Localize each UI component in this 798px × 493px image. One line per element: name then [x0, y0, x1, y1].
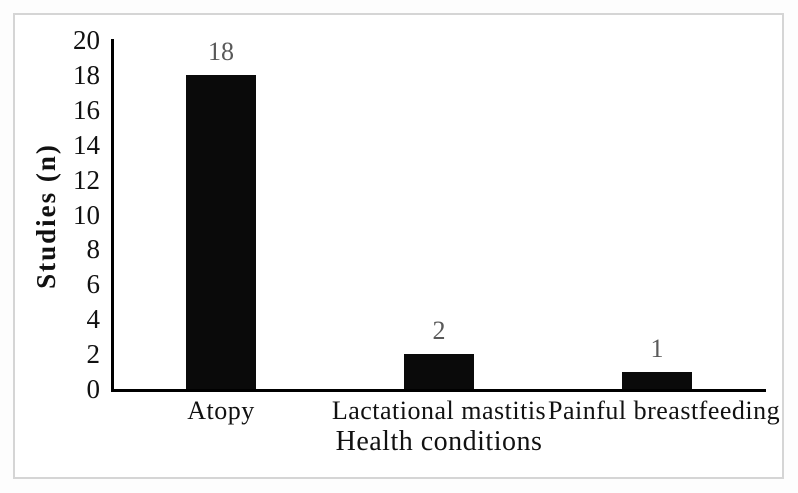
y-axis-line	[111, 39, 114, 392]
y-tick-label: 14	[73, 129, 100, 160]
x-axis-title: Health conditions	[335, 426, 543, 457]
y-tick-label: 0	[86, 374, 101, 404]
y-tick-label: 4	[86, 304, 101, 335]
y-tick-label: 10	[73, 199, 100, 230]
y-tick-label: 6	[86, 269, 101, 300]
bar-lactational-mastitis	[404, 354, 474, 389]
bar-painful-breastfeeding	[622, 371, 692, 389]
x-category-label: Painful breastfeeding	[548, 396, 781, 425]
chart-frame	[13, 13, 784, 479]
y-tick-label: 12	[73, 164, 100, 195]
x-category-label: Atopy	[187, 396, 255, 425]
y-tick-label: 2	[86, 339, 101, 370]
y-tick-label: 8	[86, 234, 101, 265]
x-axis-line	[111, 389, 766, 392]
data-label: 18	[208, 36, 234, 66]
x-category-label: Lactational mastitis	[331, 396, 547, 425]
y-tick-label: 20	[73, 25, 100, 55]
data-label: 1	[650, 333, 664, 363]
y-tick-label: 16	[73, 94, 100, 125]
data-label: 2	[432, 316, 446, 346]
bar-atopy	[186, 74, 256, 389]
y-tick-label: 18	[73, 59, 100, 90]
